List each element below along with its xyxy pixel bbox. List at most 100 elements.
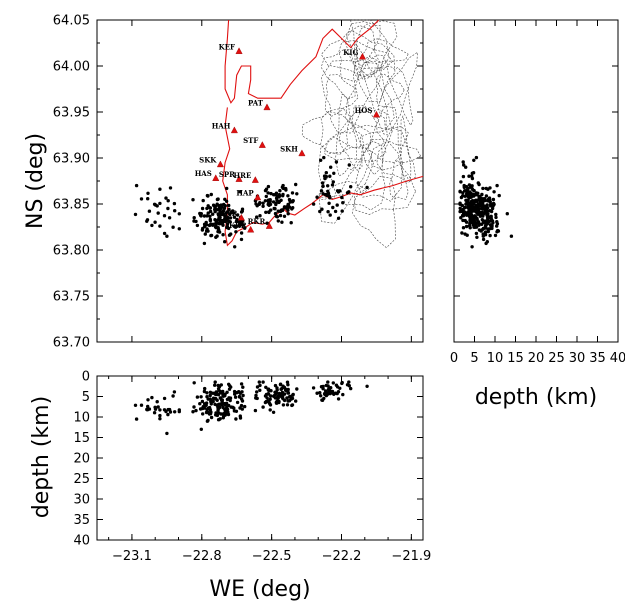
depth-ns-point: [473, 223, 477, 228]
station-marker: [265, 222, 273, 229]
we-depth-point: [158, 408, 162, 412]
event-point: [326, 189, 330, 193]
we-depth-y-tick-label: 10: [73, 411, 90, 426]
event-point: [277, 199, 282, 204]
event-point: [318, 209, 322, 214]
contour-line: [341, 140, 386, 211]
map-y-tick-label: 64.05: [53, 14, 90, 29]
event-point: [233, 245, 237, 249]
we-depth-point: [227, 387, 232, 391]
event-point: [220, 205, 224, 209]
event-point: [331, 205, 335, 210]
depth-ns-point: [465, 233, 469, 237]
depth-ns-point: [474, 204, 479, 208]
event-point: [208, 209, 213, 214]
we-depth-xlabel: WE (deg): [209, 577, 310, 602]
contour-line: [345, 20, 398, 78]
we-depth-point: [277, 391, 282, 396]
station-marker: [235, 175, 243, 182]
event-point: [208, 214, 212, 218]
event-point: [340, 209, 344, 213]
event-point: [200, 206, 205, 211]
event-point: [286, 212, 290, 216]
event-point: [192, 216, 196, 220]
station-marker: [212, 174, 220, 181]
depth-ns-panel: 0 5 10 15 20 25 30 35 40 depth (km): [450, 19, 625, 410]
station-label: SKH: [280, 144, 298, 153]
we-depth-point: [219, 412, 223, 416]
event-point: [328, 213, 332, 217]
we-depth-y-tick-label: 25: [73, 472, 90, 487]
event-point: [276, 219, 280, 223]
we-depth-point: [234, 417, 238, 421]
depth-ns-point: [485, 219, 490, 223]
event-point: [191, 198, 195, 202]
we-depth-point: [286, 387, 290, 392]
we-depth-point: [216, 387, 221, 391]
we-depth-point: [228, 398, 232, 403]
station-marker: [372, 110, 380, 118]
we-depth-point: [258, 383, 262, 388]
event-point: [167, 216, 172, 220]
we-depth-point: [232, 406, 236, 410]
event-point: [332, 171, 336, 175]
contour-line: [386, 65, 414, 126]
station-marker: [254, 193, 262, 201]
event-point: [221, 220, 225, 225]
event-point: [224, 211, 228, 215]
event-point: [147, 209, 152, 213]
we-depth-point: [153, 407, 158, 411]
depth-ns-point: [485, 203, 489, 207]
depth-ns-point: [462, 210, 466, 214]
we-depth-point: [285, 396, 289, 400]
event-point: [278, 213, 283, 218]
we-depth-point: [150, 395, 154, 400]
depth-ns-point: [484, 194, 489, 198]
coastline-segment: [224, 19, 380, 104]
contour-line: [324, 74, 359, 117]
depth-ns-events: [458, 155, 514, 249]
event-point: [223, 240, 227, 244]
we-depth-point: [166, 412, 170, 417]
event-point: [221, 223, 225, 227]
we-depth-point: [205, 408, 209, 412]
event-point: [232, 211, 236, 215]
we-depth-point: [347, 380, 351, 384]
station-marker: [230, 126, 238, 134]
we-depth-y-tick-label: 15: [73, 431, 90, 446]
we-depth-point: [274, 401, 279, 405]
event-point: [272, 206, 276, 211]
depth-ns-point: [494, 212, 498, 217]
depth-ns-point: [494, 215, 498, 220]
we-depth-point: [271, 410, 276, 414]
we-depth-point: [191, 410, 195, 414]
event-point: [227, 207, 231, 212]
we-depth-point: [223, 403, 227, 407]
station-marker: [258, 141, 266, 148]
we-depth-point: [237, 394, 242, 399]
event-point: [133, 212, 138, 217]
we-depth-point: [321, 384, 325, 389]
event-point: [280, 220, 284, 224]
we-depth-y-tick-label: 35: [73, 513, 90, 528]
depth-ns-point: [461, 226, 466, 230]
we-depth-point: [253, 408, 258, 413]
we-depth-point: [218, 391, 222, 395]
event-point: [334, 160, 339, 164]
contour-line: [323, 110, 387, 162]
we-depth-point: [275, 388, 279, 392]
we-depth-point: [211, 396, 216, 400]
event-point: [335, 203, 339, 207]
map-events: [133, 155, 369, 249]
event-point: [168, 186, 173, 190]
we-depth-point: [215, 398, 219, 402]
we-depth-point: [323, 389, 328, 393]
depth-ns-point: [495, 224, 499, 228]
event-point: [214, 224, 218, 228]
event-point: [294, 182, 298, 187]
depth-ns-point: [477, 210, 481, 214]
event-point: [211, 212, 215, 216]
event-point: [281, 186, 286, 191]
we-depth-point: [201, 405, 205, 409]
depth-ns-point: [468, 201, 472, 206]
